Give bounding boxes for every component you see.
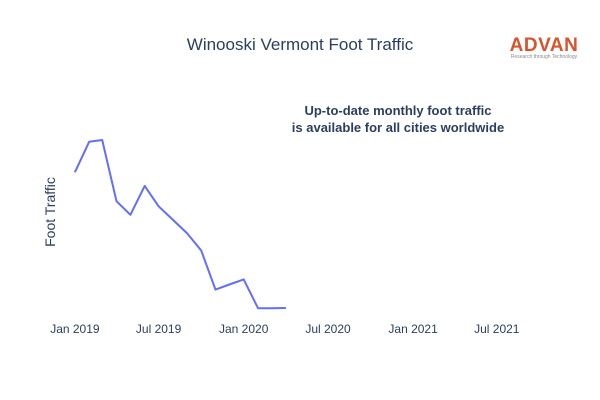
plot-area	[73, 139, 286, 310]
chart-title: Winooski Vermont Foot Traffic	[187, 35, 414, 54]
x-axis-ticks: Jan 2019 Jul 2019 Jan 2020 Jul 2020 Jan 2021…	[50, 322, 520, 336]
series-line	[73, 139, 286, 310]
y-axis-label: Foot Traffic	[42, 177, 58, 247]
annotation-line-1: Up-to-date monthly foot traffic	[304, 103, 491, 118]
brand-name: ADVAN	[510, 35, 579, 56]
x-tick-label: Jan 2019	[50, 322, 100, 336]
x-tick-label: Jan 2020	[219, 322, 269, 336]
annotation: Up-to-date monthly foot traffic is avail…	[292, 103, 504, 135]
x-tick-label: Jul 2020	[305, 322, 351, 336]
x-tick-label: Jul 2019	[136, 322, 182, 336]
annotation-line-2: is available for all cities worldwide	[292, 120, 504, 135]
brand-logo: ADVAN Research through Technology	[510, 35, 579, 60]
brand-tagline: Research through Technology	[511, 54, 578, 60]
x-tick-label: Jan 2021	[388, 322, 438, 336]
x-tick-label: Jul 2021	[474, 322, 520, 336]
